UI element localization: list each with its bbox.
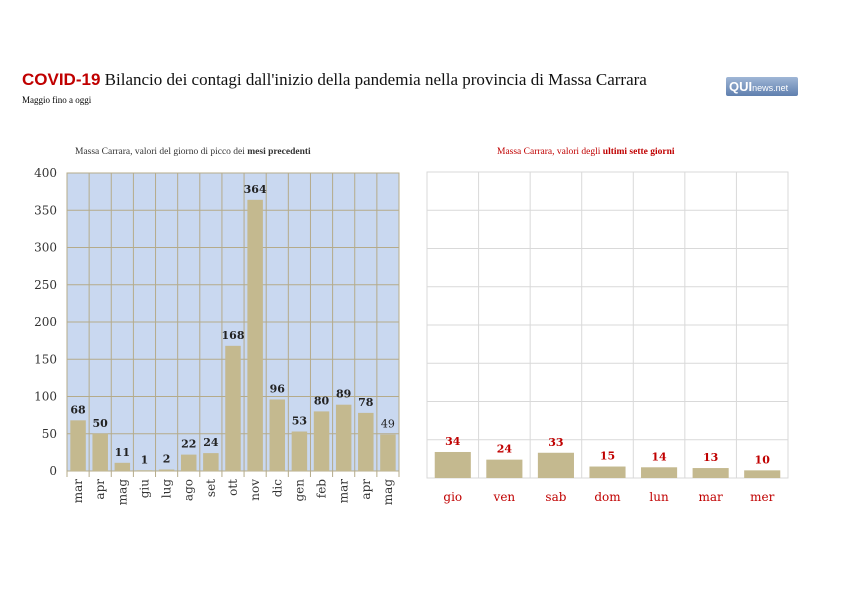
right-data-label: 14: [651, 450, 667, 463]
right-title-prefix: Massa Carrara, valori degli: [497, 147, 603, 157]
right-bar: [744, 470, 781, 478]
title-highlight: COVID-19: [22, 70, 101, 89]
left-bar: [180, 454, 197, 471]
right-data-label: 13: [703, 451, 718, 464]
left-data-label: 49: [381, 417, 395, 430]
right-bar: [641, 467, 678, 478]
quinews-logo: QUInews.net: [726, 77, 798, 96]
left-data-label: 89: [336, 388, 351, 401]
left-data-label: 24: [203, 436, 219, 449]
right-xtick-label: gio: [443, 490, 462, 504]
left-bar: [225, 345, 241, 471]
left-xtick-label: feb: [315, 479, 329, 499]
left-data-label: 68: [70, 403, 86, 416]
left-data-label: 80: [314, 394, 330, 407]
right-data-label: 33: [548, 436, 563, 449]
right-bar: [692, 468, 729, 478]
left-xtick-label: giu: [137, 479, 151, 499]
left-ytick-label: 100: [34, 390, 57, 404]
logo-sub: news.net: [752, 83, 789, 93]
left-xtick-label: mar: [71, 479, 85, 504]
left-xtick-label: ago: [182, 479, 196, 501]
right-bar: [537, 452, 574, 478]
left-xtick-label: dic: [270, 479, 284, 498]
left-bar: [269, 399, 286, 471]
right-bar: [589, 466, 626, 478]
left-bar: [114, 462, 131, 471]
left-bar: [92, 433, 108, 471]
left-bar: [291, 431, 308, 471]
left-xtick-label: mag: [381, 479, 395, 506]
right-xtick-label: mar: [699, 490, 724, 504]
left-xtick-label: ott: [226, 479, 240, 496]
right-data-label: 34: [445, 435, 461, 448]
left-data-label: 2: [163, 453, 171, 466]
left-ytick-label: 50: [42, 427, 57, 441]
left-xtick-label: apr: [93, 479, 107, 500]
right-chart-title: Massa Carrara, valori degli ultimi sette…: [497, 147, 675, 157]
right-data-label: 10: [755, 453, 771, 466]
left-data-label: 50: [93, 417, 109, 430]
right-data-label: 24: [497, 443, 513, 456]
left-data-label: 22: [181, 438, 196, 451]
left-title-prefix: Massa Carrara, valori del giorno di picc…: [75, 147, 248, 157]
left-bar: [313, 411, 330, 471]
left-chart-title: Massa Carrara, valori del giorno di picc…: [75, 147, 311, 157]
left-xtick-label: lug: [160, 479, 174, 499]
left-ytick-label: 150: [34, 352, 57, 366]
left-bar: [70, 420, 86, 471]
left-xtick-label: apr: [359, 479, 373, 500]
left-ytick-label: 0: [49, 464, 57, 478]
right-data-label: 15: [600, 450, 615, 463]
right-xtick-label: mer: [750, 490, 774, 504]
left-xtick-label: gen: [292, 479, 306, 502]
right-xtick-label: sab: [545, 490, 566, 504]
left-bar: [203, 453, 219, 471]
right-bar: [434, 451, 471, 478]
left-xtick-label: mag: [115, 479, 129, 506]
left-title-bold: mesi precedenti: [247, 147, 311, 157]
left-data-label: 11: [115, 446, 130, 459]
left-bar: [358, 412, 374, 471]
left-bar: [136, 470, 153, 471]
left-data-label: 78: [358, 396, 374, 409]
right-bar: [486, 459, 523, 478]
left-xtick-label: set: [204, 479, 218, 497]
left-data-label: 53: [292, 415, 307, 428]
left-ytick-label: 350: [34, 203, 57, 217]
right-xtick-label: lun: [649, 490, 669, 504]
left-bar: [158, 469, 175, 471]
left-ytick-label: 250: [34, 278, 57, 292]
left-ytick-label: 300: [34, 241, 57, 255]
right-xtick-label: ven: [493, 490, 516, 504]
subtitle: Maggio fino a oggi: [22, 95, 92, 105]
page-title: COVID-19 Bilancio dei contagi dall'inizi…: [22, 70, 647, 90]
left-xtick-label: nov: [248, 479, 262, 501]
left-bar: [247, 199, 263, 471]
left-data-label: 96: [270, 382, 286, 395]
left-data-label: 168: [222, 329, 245, 342]
logo-main: QUI: [729, 79, 753, 94]
left-data-label: 364: [244, 183, 267, 196]
left-xtick-label: mar: [337, 479, 351, 504]
left-ytick-label: 200: [34, 315, 57, 329]
left-bar: [380, 434, 396, 471]
right-xtick-label: dom: [594, 490, 621, 504]
left-bar: [335, 404, 352, 471]
right-title-bold: ultimi sette giorni: [602, 147, 675, 157]
title-text: Bilancio dei contagi dall'inizio della p…: [104, 70, 647, 89]
left-data-label: 1: [141, 453, 149, 466]
left-ytick-label: 400: [34, 166, 57, 180]
